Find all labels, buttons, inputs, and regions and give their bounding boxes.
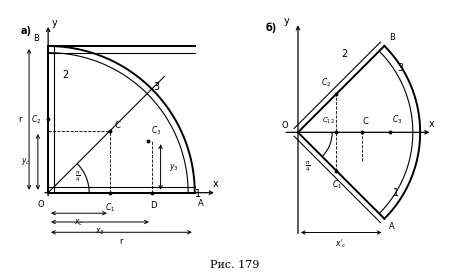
- Text: B: B: [389, 33, 395, 42]
- Text: A: A: [389, 222, 395, 231]
- Text: x: x: [429, 119, 434, 129]
- Text: C: C: [363, 117, 368, 126]
- Text: $\frac{\pi}{4}$: $\frac{\pi}{4}$: [306, 159, 311, 174]
- Text: $C_2$: $C_2$: [31, 113, 41, 126]
- Text: Рис. 179: Рис. 179: [210, 261, 260, 270]
- Text: а): а): [21, 26, 31, 36]
- Text: $C_2$: $C_2$: [321, 76, 331, 89]
- Text: $C_{12}$: $C_{12}$: [322, 116, 335, 126]
- Text: 1: 1: [392, 188, 399, 198]
- Text: y: y: [284, 16, 290, 26]
- Text: $x'_c$: $x'_c$: [335, 237, 347, 250]
- Text: $C_1$: $C_1$: [332, 178, 343, 190]
- Text: r: r: [18, 115, 22, 124]
- Text: 2: 2: [341, 49, 347, 59]
- Text: $y_c$: $y_c$: [21, 156, 31, 167]
- Text: y: y: [52, 18, 57, 28]
- Text: $C_3$: $C_3$: [151, 124, 161, 137]
- Text: $C_1$: $C_1$: [105, 201, 115, 214]
- Text: 3: 3: [154, 82, 160, 92]
- Text: 2: 2: [63, 70, 69, 80]
- Text: O: O: [282, 121, 288, 130]
- Text: r: r: [120, 237, 123, 246]
- Text: $\frac{\pi}{4}$: $\frac{\pi}{4}$: [75, 169, 80, 184]
- Text: B: B: [33, 34, 39, 43]
- Text: $x_3$: $x_3$: [95, 226, 105, 237]
- Text: $x_c$: $x_c$: [74, 217, 84, 228]
- Text: A: A: [198, 198, 204, 208]
- Text: D: D: [150, 201, 157, 211]
- Text: O: O: [38, 200, 44, 209]
- Text: x: x: [212, 179, 218, 189]
- Text: 1: 1: [195, 189, 201, 199]
- Text: C: C: [114, 121, 120, 130]
- Text: 3: 3: [398, 63, 404, 73]
- Text: $y_3$: $y_3$: [169, 161, 179, 172]
- Text: $C_3$: $C_3$: [392, 114, 402, 126]
- Text: б): б): [266, 22, 277, 33]
